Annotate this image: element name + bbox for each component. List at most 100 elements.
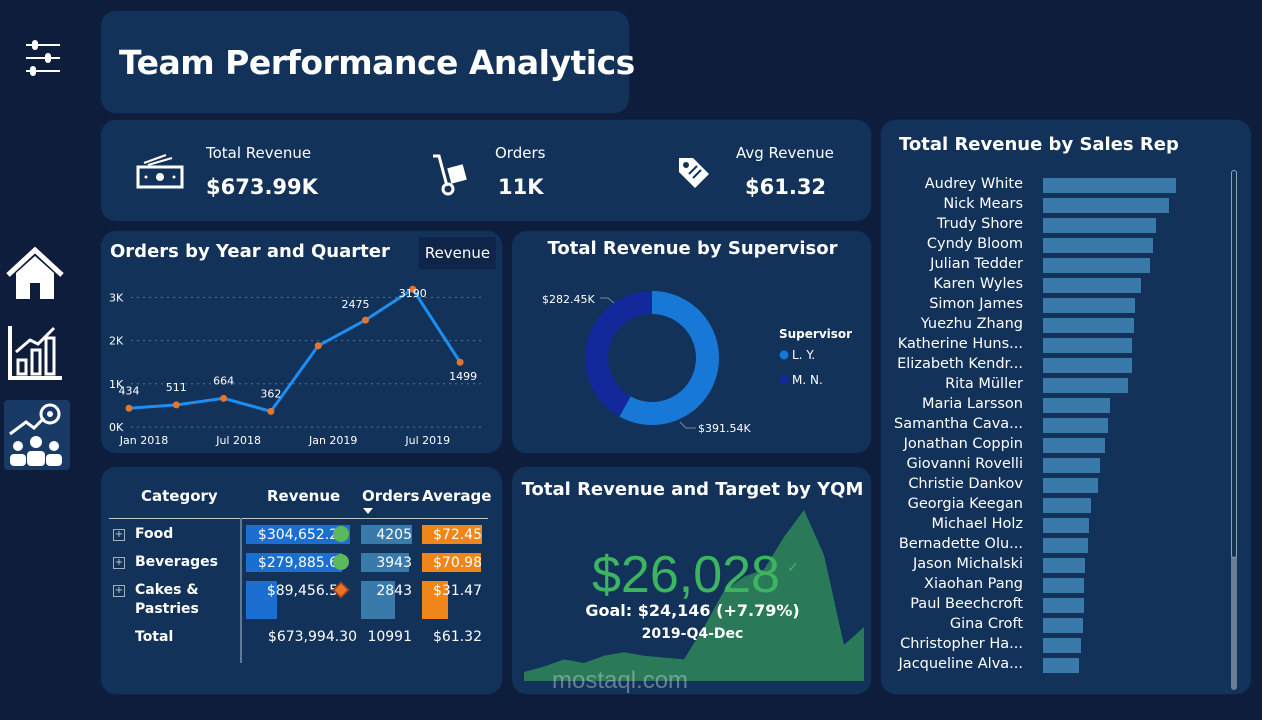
data-point[interactable] [409, 285, 417, 293]
rep-bar[interactable] [1043, 378, 1128, 393]
rep-bar-row[interactable]: Christopher Ha... [881, 636, 1221, 656]
rep-bar-row[interactable]: Gina Croft [881, 616, 1221, 636]
data-point[interactable] [172, 401, 180, 409]
y-tick-label: 1K [109, 378, 124, 391]
column-header-revenue[interactable]: Revenue [267, 487, 341, 505]
rep-bar[interactable] [1043, 298, 1135, 313]
legend-marker[interactable] [779, 350, 789, 360]
sales-rep-card: Total Revenue by Sales Rep Audrey White … [880, 119, 1252, 695]
rep-bar[interactable] [1043, 638, 1081, 653]
rep-bar[interactable] [1043, 618, 1083, 633]
rep-bar[interactable] [1043, 458, 1100, 473]
team-target-icon[interactable] [4, 400, 70, 470]
home-icon[interactable] [4, 245, 66, 307]
rep-bar-row[interactable]: Samantha Cava... [881, 416, 1221, 436]
column-header-average[interactable]: Average [422, 487, 492, 505]
rep-bar[interactable] [1043, 258, 1150, 273]
rep-bar-row[interactable]: Yuezhu Zhang [881, 316, 1221, 336]
rep-name: Elizabeth Kendr... [897, 356, 1023, 372]
scrollbar-thumb[interactable] [1231, 170, 1237, 558]
rep-bar-row[interactable]: Bernadette Olu... [881, 536, 1221, 556]
rep-bar[interactable] [1043, 198, 1169, 213]
kpi-label: Orders [495, 144, 546, 162]
rep-bar-row[interactable]: Christie Dankov [881, 476, 1221, 496]
rep-bar[interactable] [1043, 358, 1132, 373]
rep-bar-row[interactable]: Rita Müller [881, 376, 1221, 396]
rep-name: Trudy Shore [936, 216, 1023, 232]
donut-slice[interactable] [619, 291, 720, 425]
rep-bar-row[interactable]: Simon James [881, 296, 1221, 316]
rep-bar[interactable] [1043, 658, 1079, 673]
revenue-databar [246, 525, 350, 544]
column-header-category[interactable]: Category [141, 487, 218, 505]
rep-name: Katherine Huns... [897, 336, 1023, 352]
expand-icon[interactable]: + [113, 557, 125, 569]
rep-bar[interactable] [1043, 178, 1176, 193]
rep-bar[interactable] [1043, 418, 1108, 433]
revenue-databar [246, 553, 342, 572]
sliders-icon[interactable] [22, 38, 64, 78]
chart-icon[interactable] [4, 322, 66, 384]
rep-bar[interactable] [1043, 238, 1153, 253]
rep-bar[interactable] [1043, 578, 1084, 593]
scrollbar-track[interactable] [1231, 170, 1237, 690]
rep-bar[interactable] [1043, 278, 1141, 293]
data-point[interactable] [314, 342, 322, 350]
rep-bar-row[interactable]: Katherine Huns... [881, 336, 1221, 356]
rep-bar-row[interactable]: Karen Wyles [881, 276, 1221, 296]
rep-name: Julian Tedder [930, 256, 1023, 272]
data-point[interactable] [125, 404, 133, 412]
expand-icon[interactable]: + [113, 585, 125, 597]
rep-bar-row[interactable]: Julian Tedder [881, 256, 1221, 276]
rep-name: Audrey White [924, 176, 1023, 192]
expand-icon[interactable]: + [113, 529, 125, 541]
average-databar [422, 553, 481, 572]
rep-bar-row[interactable]: Audrey White [881, 176, 1221, 196]
rep-bar-row[interactable]: Giovanni Rovelli [881, 456, 1221, 476]
rep-bar-row[interactable]: Jason Michalski [881, 556, 1221, 576]
rep-bar[interactable] [1043, 498, 1091, 513]
rep-bar[interactable] [1043, 218, 1156, 233]
rep-name: Nick Mears [943, 196, 1023, 212]
rep-bar-row[interactable]: Trudy Shore [881, 216, 1221, 236]
rep-bar-row[interactable]: Jonathan Coppin [881, 436, 1221, 456]
donut-slice[interactable] [585, 291, 652, 417]
rep-bar[interactable] [1043, 538, 1088, 553]
rep-bar-row[interactable]: Maria Larsson [881, 396, 1221, 416]
data-point[interactable] [267, 407, 275, 415]
rep-bar[interactable] [1043, 318, 1134, 333]
data-point[interactable] [220, 394, 228, 402]
revenue-toggle-button[interactable]: Revenue [419, 237, 496, 269]
data-point[interactable] [456, 358, 464, 366]
rep-bar[interactable] [1043, 518, 1089, 533]
legend-label[interactable]: L. Y. [792, 348, 815, 362]
rep-bar-row[interactable]: Michael Holz [881, 516, 1221, 536]
kpi-card: Total Revenue $673.99K Orders 11K Avg Re… [100, 119, 872, 222]
rep-bar-row[interactable]: Cyndy Bloom [881, 236, 1221, 256]
rep-bar[interactable] [1043, 338, 1132, 353]
column-header-orders[interactable]: Orders [362, 487, 420, 505]
rep-bar[interactable] [1043, 558, 1085, 573]
data-point[interactable] [362, 316, 369, 324]
rep-bar[interactable] [1043, 478, 1098, 493]
rep-bar-row[interactable]: Georgia Keegan [881, 496, 1221, 516]
leader-line [679, 421, 696, 429]
rep-bar[interactable] [1043, 398, 1110, 413]
category-table-card: Category Revenue Orders Average + Food $… [100, 466, 503, 695]
table-row[interactable]: + Food $304,652.20 4205 $72.45 [107, 525, 487, 551]
legend-label[interactable]: M. N. [792, 373, 823, 387]
rep-bar-row[interactable]: Paul Beechcroft [881, 596, 1221, 616]
rep-name: Maria Larsson [922, 396, 1023, 412]
rep-bar-row[interactable]: Jacqueline Alva... [881, 656, 1221, 676]
table-row[interactable]: + Beverages $279,885.60 3943 $70.98 [107, 553, 487, 579]
supervisor-donut-card: $282.45K $391.54K Supervisor L. Y. M. N. Tot… [511, 230, 872, 454]
rep-bar-row[interactable]: Elizabeth Kendr... [881, 356, 1221, 376]
rep-bar[interactable] [1043, 598, 1084, 613]
table-row[interactable]: + Cakes & Pastries $89,456.50 2843 $31.4… [107, 581, 487, 619]
rep-bar-row[interactable]: Xiaohan Pang [881, 576, 1221, 596]
legend-marker[interactable] [779, 375, 789, 385]
rep-name: Yuezhu Zhang [920, 316, 1023, 332]
average-databar [422, 581, 449, 619]
rep-bar[interactable] [1043, 438, 1105, 453]
rep-bar-row[interactable]: Nick Mears [881, 196, 1221, 216]
